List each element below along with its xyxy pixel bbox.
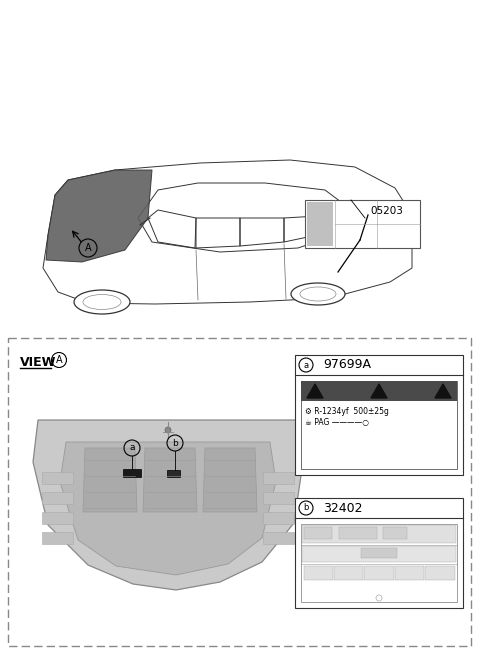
FancyBboxPatch shape	[302, 546, 456, 562]
FancyBboxPatch shape	[123, 469, 141, 477]
FancyBboxPatch shape	[339, 527, 377, 539]
FancyBboxPatch shape	[295, 355, 463, 475]
Ellipse shape	[291, 283, 345, 305]
Polygon shape	[203, 448, 257, 512]
Polygon shape	[307, 384, 323, 398]
Text: VIEW: VIEW	[20, 356, 56, 369]
FancyBboxPatch shape	[395, 566, 424, 580]
Polygon shape	[42, 532, 73, 544]
FancyBboxPatch shape	[304, 527, 332, 539]
Polygon shape	[143, 448, 197, 512]
Polygon shape	[263, 472, 294, 484]
Polygon shape	[435, 384, 451, 398]
FancyBboxPatch shape	[301, 381, 457, 401]
FancyBboxPatch shape	[301, 381, 457, 469]
FancyBboxPatch shape	[364, 566, 394, 580]
Text: ☕ PAG ————○: ☕ PAG ————○	[305, 419, 369, 428]
FancyBboxPatch shape	[361, 548, 397, 558]
Text: ⚙ R-1234yf  500±25g: ⚙ R-1234yf 500±25g	[305, 407, 389, 415]
Polygon shape	[46, 170, 152, 262]
FancyBboxPatch shape	[301, 524, 457, 602]
FancyBboxPatch shape	[334, 566, 363, 580]
Text: a: a	[303, 361, 309, 369]
FancyBboxPatch shape	[303, 566, 333, 580]
Polygon shape	[371, 384, 387, 398]
Polygon shape	[42, 472, 73, 484]
Polygon shape	[352, 215, 368, 236]
Text: 97699A: 97699A	[323, 358, 371, 371]
Text: a: a	[129, 443, 135, 453]
Polygon shape	[263, 532, 294, 544]
Polygon shape	[42, 492, 73, 504]
FancyBboxPatch shape	[307, 202, 333, 246]
Polygon shape	[60, 442, 276, 575]
Polygon shape	[83, 448, 137, 512]
FancyBboxPatch shape	[167, 470, 180, 477]
Circle shape	[165, 427, 171, 433]
Text: A: A	[84, 243, 91, 253]
Text: 05203: 05203	[370, 206, 403, 216]
Ellipse shape	[74, 290, 130, 314]
Text: A: A	[56, 355, 62, 365]
Polygon shape	[42, 512, 73, 524]
Text: b: b	[303, 504, 309, 512]
FancyBboxPatch shape	[383, 527, 407, 539]
Polygon shape	[33, 420, 303, 590]
Polygon shape	[263, 492, 294, 504]
FancyBboxPatch shape	[295, 498, 463, 608]
FancyBboxPatch shape	[425, 566, 455, 580]
Text: 32402: 32402	[323, 501, 362, 514]
Text: b: b	[172, 438, 178, 447]
FancyBboxPatch shape	[302, 525, 456, 543]
FancyBboxPatch shape	[305, 200, 420, 248]
Polygon shape	[263, 512, 294, 524]
FancyBboxPatch shape	[8, 338, 471, 646]
